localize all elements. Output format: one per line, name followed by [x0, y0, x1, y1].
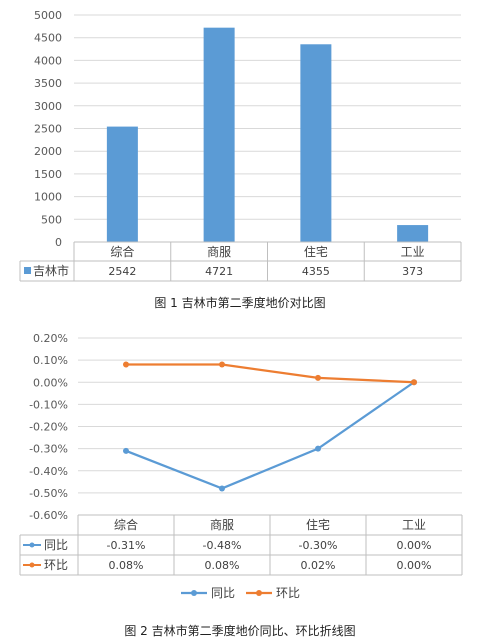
y-tick-label: 0: [55, 236, 62, 249]
bar: [203, 27, 235, 243]
table-value: 0.00%: [397, 559, 432, 572]
table-value: -0.48%: [203, 539, 242, 552]
y-tick-label: 1000: [34, 191, 62, 204]
y-tick-label: 2500: [34, 123, 62, 136]
legend-key-jilin: [24, 267, 31, 274]
bar-chart: 0 500 1000 1500 2000 2500 3000 3500 4000 4500 5000…: [19, 9, 462, 282]
category-label: 商服: [210, 517, 234, 532]
data-point: [219, 485, 225, 492]
bar: [106, 126, 138, 242]
chart1-caption: 图 1 吉林市第二季度地价对比图: [154, 296, 326, 310]
table-value: 0.00%: [397, 539, 432, 552]
y-tick-label: -0.20%: [29, 421, 68, 434]
y-tick-label: 500: [41, 213, 62, 226]
bar: [397, 225, 429, 242]
y-tick-label: 2000: [34, 145, 62, 158]
category-label: 工业: [401, 245, 425, 259]
category-label: 综合: [110, 244, 134, 259]
series-line-huanbi: [126, 363, 415, 384]
y-tick-label: 4500: [34, 32, 62, 45]
y-tick-label: -0.30%: [29, 443, 68, 456]
table-value: 0.08%: [109, 559, 144, 572]
table-value: 0.02%: [301, 559, 336, 572]
table-value: -0.31%: [107, 539, 146, 552]
table-series-name: 环比: [44, 558, 68, 572]
series-name-jilin: 吉林市: [33, 263, 69, 278]
table-value: 0.08%: [205, 559, 240, 572]
table-value: 2542: [108, 265, 136, 278]
line-chart: 0.20% 0.10% 0.00% -0.10% -0.20% -0.30% -0.40% -…: [19, 332, 463, 600]
y-tick-label: -0.60%: [29, 509, 68, 522]
table-legend-marker: [29, 542, 35, 548]
series-line-tongbi: [125, 381, 415, 490]
y-tick-label: 0.20%: [33, 332, 68, 345]
table-value: 4355: [302, 265, 330, 278]
category-label: 综合: [114, 517, 138, 532]
legend-marker: [256, 590, 262, 596]
legend-marker: [191, 590, 197, 596]
table-value: 4721: [205, 265, 233, 278]
table-value: 373: [402, 265, 423, 278]
category-label: 工业: [402, 518, 426, 532]
bar: [300, 44, 332, 242]
table-value: -0.30%: [299, 539, 338, 552]
category-label: 住宅: [306, 517, 330, 532]
category-label: 商服: [207, 244, 231, 259]
y-tick-label: 0.00%: [33, 376, 68, 389]
y-tick-label: 3500: [34, 77, 62, 90]
y-tick-label: -0.50%: [29, 487, 68, 500]
data-point: [315, 374, 321, 381]
data-point: [123, 447, 129, 454]
data-point: [315, 445, 321, 452]
data-point: [123, 361, 129, 368]
data-point: [411, 379, 417, 386]
y-tick-label: 5000: [34, 9, 62, 22]
legend-label-huanbi: 环比: [276, 586, 300, 600]
y-tick-label: -0.10%: [29, 398, 68, 411]
data-point: [219, 361, 225, 368]
chart2-caption: 图 2 吉林市第二季度地价同比、环比折线图: [124, 624, 356, 638]
table-legend-marker: [29, 562, 35, 568]
y-tick-label: 0.10%: [33, 354, 68, 367]
legend-label-tongbi: 同比: [211, 586, 235, 600]
y-tick-label: -0.40%: [29, 465, 68, 478]
y-tick-label: 3000: [34, 100, 62, 113]
category-label: 住宅: [304, 244, 328, 259]
y-tick-label: 1500: [34, 168, 62, 181]
y-tick-label: 4000: [34, 54, 62, 67]
table-series-name: 同比: [44, 538, 68, 552]
